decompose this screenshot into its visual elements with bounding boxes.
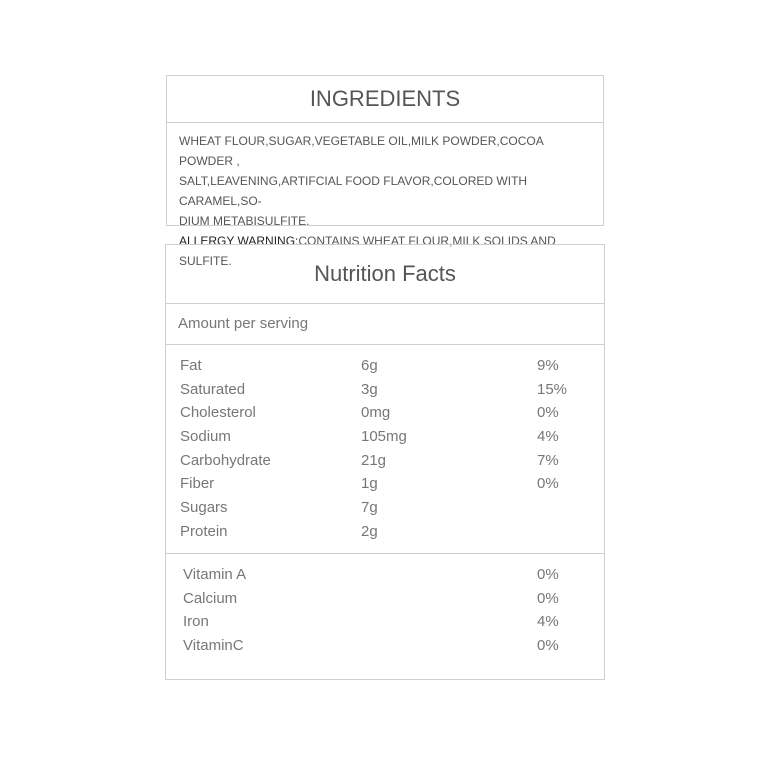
nutrient-row: Protein 2g: [166, 523, 604, 547]
daily-value: 4%: [537, 613, 559, 631]
nutrient-name: Protein: [180, 522, 228, 540]
ingredients-line: WHEAT FLOUR,SUGAR,VEGETABLE OIL,MILK POW…: [179, 134, 544, 168]
nutrient-name: Sodium: [180, 428, 231, 446]
nutrient-amount: 7g: [361, 499, 378, 517]
nutrient-row: Sugars 7g: [166, 499, 604, 523]
vitamin-row: VitaminC 0%: [166, 637, 604, 661]
nutrients-table: Fat 6g 9% Saturated 3g 15% Cholesterol 0mg 0% Sod…: [166, 345, 604, 554]
nutrient-name: Calcium: [183, 589, 238, 607]
nutrient-row: Fat 6g 9%: [166, 357, 604, 381]
daily-value: 0%: [537, 475, 559, 493]
nutrition-facts-panel: Nutrition Facts Amount per serving Fat 6g…: [165, 244, 605, 680]
nutrient-name: VitaminC: [183, 637, 244, 655]
nutrient-amount: 0mg: [361, 404, 391, 422]
vitamin-row: Calcium 0%: [166, 590, 604, 614]
ingredients-line: SALT,LEAVENING,ARTIFCIAL FOOD FLAVOR,COL…: [179, 174, 528, 208]
nutrient-amount: 105mg: [361, 428, 407, 446]
ingredients-title: INGREDIENTS: [167, 76, 603, 123]
nutrient-amount: 21g: [361, 451, 387, 469]
nutrient-name: Cholesterol: [180, 404, 256, 422]
nutrient-name: Saturated: [180, 380, 246, 398]
vitamins-table: Vitamin A 0% Calcium 0% Iron 4% VitaminC 0%: [166, 554, 604, 673]
nutrient-amount: 2g: [361, 522, 378, 540]
nutrient-amount: 3g: [361, 380, 378, 398]
vitamin-row: Vitamin A 0%: [166, 566, 604, 590]
daily-value: 0%: [537, 566, 559, 583]
nutrient-row: Saturated 3g 15%: [166, 381, 604, 405]
amount-per-serving: Amount per serving: [166, 304, 604, 345]
daily-value: 0%: [537, 404, 559, 422]
nutrient-name: Carbohydrate: [180, 451, 271, 469]
daily-value: 7%: [537, 451, 559, 469]
nutrient-name: Sugars: [180, 499, 228, 517]
nutrient-amount: 6g: [361, 357, 378, 374]
ingredients-line: DIUM METABISULFITE.: [179, 214, 310, 228]
nutrition-title: Nutrition Facts: [166, 245, 604, 304]
nutrient-amount: 1g: [361, 475, 378, 493]
daily-value: 4%: [537, 428, 559, 446]
nutrient-name: Iron: [183, 613, 209, 631]
vitamin-row: Iron 4%: [166, 613, 604, 637]
ingredients-panel: INGREDIENTS WHEAT FLOUR,SUGAR,VEGETABLE …: [166, 75, 604, 268]
daily-value: 0%: [537, 637, 559, 655]
nutrient-row: Carbohydrate 21g 7%: [166, 452, 604, 476]
daily-value: 15%: [537, 380, 568, 398]
daily-value: 0%: [537, 589, 559, 607]
nutrient-row: Sodium 105mg 4%: [166, 428, 604, 452]
nutrient-name: Vitamin A: [183, 566, 247, 583]
nutrient-name: Fat: [180, 357, 202, 374]
nutrient-name: Fiber: [180, 475, 215, 493]
nutrient-row: Fiber 1g 0%: [166, 475, 604, 499]
nutrient-row: Cholesterol 0mg 0%: [166, 404, 604, 428]
daily-value: 9%: [537, 357, 559, 374]
